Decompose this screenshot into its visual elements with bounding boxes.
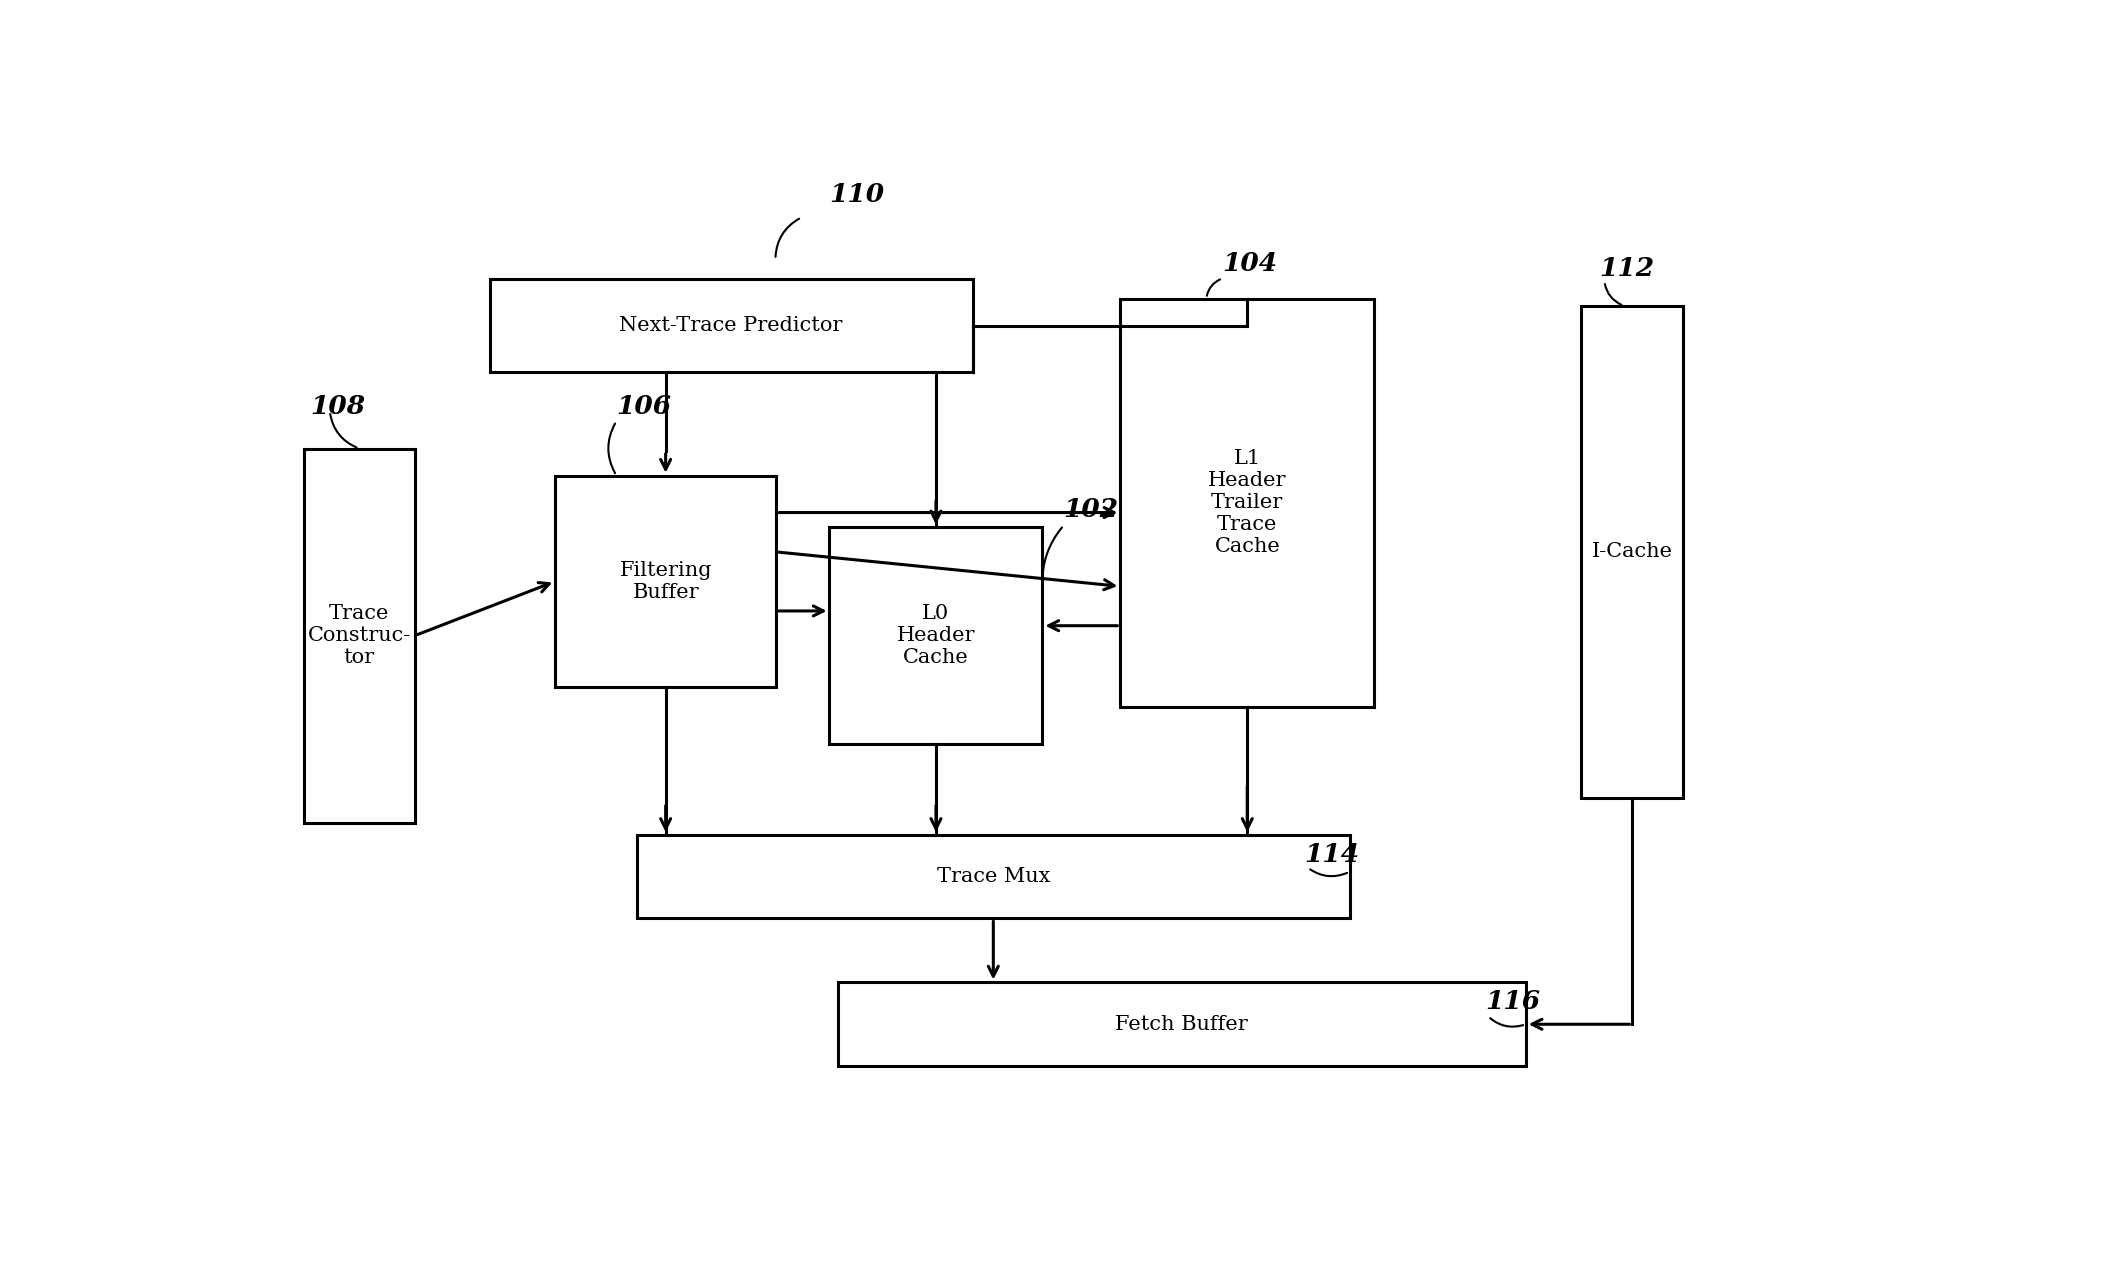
Bar: [829, 528, 1042, 744]
Text: 114: 114: [1304, 842, 1359, 866]
Text: L0
Header
Cache: L0 Header Cache: [896, 604, 975, 667]
Bar: [636, 835, 1349, 919]
Text: L1
Header
Trailer
Trace
Cache: L1 Header Trailer Trace Cache: [1207, 449, 1287, 556]
Text: 110: 110: [829, 183, 884, 207]
Text: 102: 102: [1063, 497, 1118, 523]
Text: Next-Trace Predictor: Next-Trace Predictor: [619, 316, 843, 335]
Text: Fetch Buffer: Fetch Buffer: [1116, 1015, 1247, 1034]
Bar: [1581, 305, 1683, 797]
Text: 112: 112: [1600, 257, 1655, 281]
Text: 116: 116: [1484, 989, 1539, 1015]
Bar: [304, 449, 414, 823]
Bar: [490, 279, 972, 372]
Text: Filtering
Buffer: Filtering Buffer: [619, 561, 712, 602]
Text: 108: 108: [311, 394, 366, 419]
Text: Trace
Construc-
tor: Trace Construc- tor: [309, 604, 410, 667]
Text: 104: 104: [1222, 252, 1277, 276]
Text: 106: 106: [617, 394, 672, 419]
Bar: [1120, 299, 1374, 707]
Text: I-Cache: I-Cache: [1592, 542, 1672, 561]
Text: Trace Mux: Trace Mux: [937, 868, 1051, 886]
Bar: [556, 475, 776, 688]
Bar: [837, 983, 1526, 1066]
